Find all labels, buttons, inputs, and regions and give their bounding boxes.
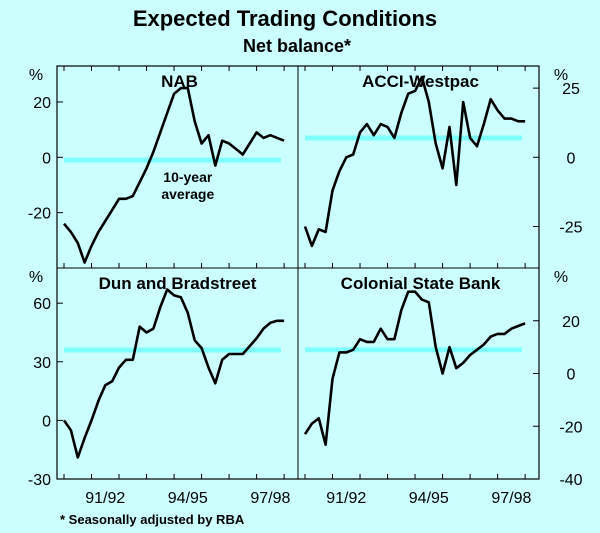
y-tick-label: -30 xyxy=(28,472,51,489)
series-line xyxy=(303,290,526,447)
y-tick-label: -40 xyxy=(559,472,582,489)
y-tick-label: -25 xyxy=(559,219,582,236)
chart-subtitle: Net balance* xyxy=(243,36,351,56)
series-line xyxy=(62,288,285,459)
panel-title: ACCI-Westpac xyxy=(362,72,479,91)
x-tick-label: 91/92 xyxy=(326,490,366,507)
x-tick-label: 91/92 xyxy=(85,490,125,507)
panel-3: -30 0 30 60% 91/92 94/95 97/98 Dun and Bradstre… xyxy=(28,269,291,507)
y-tick-label: 30 xyxy=(33,355,51,372)
x-tick-label: 94/95 xyxy=(409,490,449,507)
panel-4: -40 -20 0 20% 91/92 94/95 97/98 Colonial State … xyxy=(303,269,583,507)
y-tick-label: 20 xyxy=(562,314,580,331)
y-tick-label: 25 xyxy=(562,81,580,98)
chart-title: Expected Trading Conditions xyxy=(133,6,437,31)
panel-title: Dun and Bradstreet xyxy=(99,274,257,293)
panel-title: NAB xyxy=(161,72,198,91)
y-tick-label: -20 xyxy=(28,206,51,223)
x-tick-label: 97/98 xyxy=(250,490,290,507)
y-tick-label: 60 xyxy=(33,296,51,313)
footnote: * Seasonally adjusted by RBA xyxy=(60,512,245,527)
y-unit-label: % xyxy=(554,269,568,286)
y-tick-label: 0 xyxy=(567,367,576,384)
y-tick-label: -20 xyxy=(559,419,582,436)
y-unit-label: % xyxy=(29,269,43,286)
panel-2: -25 0 25% ACCI-Westpac xyxy=(303,66,583,268)
average-annotation: average xyxy=(161,186,214,202)
y-tick-label: 20 xyxy=(33,95,51,112)
x-tick-label: 97/98 xyxy=(491,490,531,507)
y-tick-label: 0 xyxy=(42,150,51,167)
y-tick-label: 0 xyxy=(567,150,576,167)
series-line xyxy=(303,75,526,248)
series-line xyxy=(63,86,285,264)
average-annotation: 10-year xyxy=(163,169,213,185)
y-unit-label: % xyxy=(29,67,43,84)
y-tick-label: 0 xyxy=(42,413,51,430)
panel-title: Colonial State Bank xyxy=(341,274,501,293)
x-tick-label: 94/95 xyxy=(168,490,208,507)
y-unit-label: % xyxy=(554,67,568,84)
